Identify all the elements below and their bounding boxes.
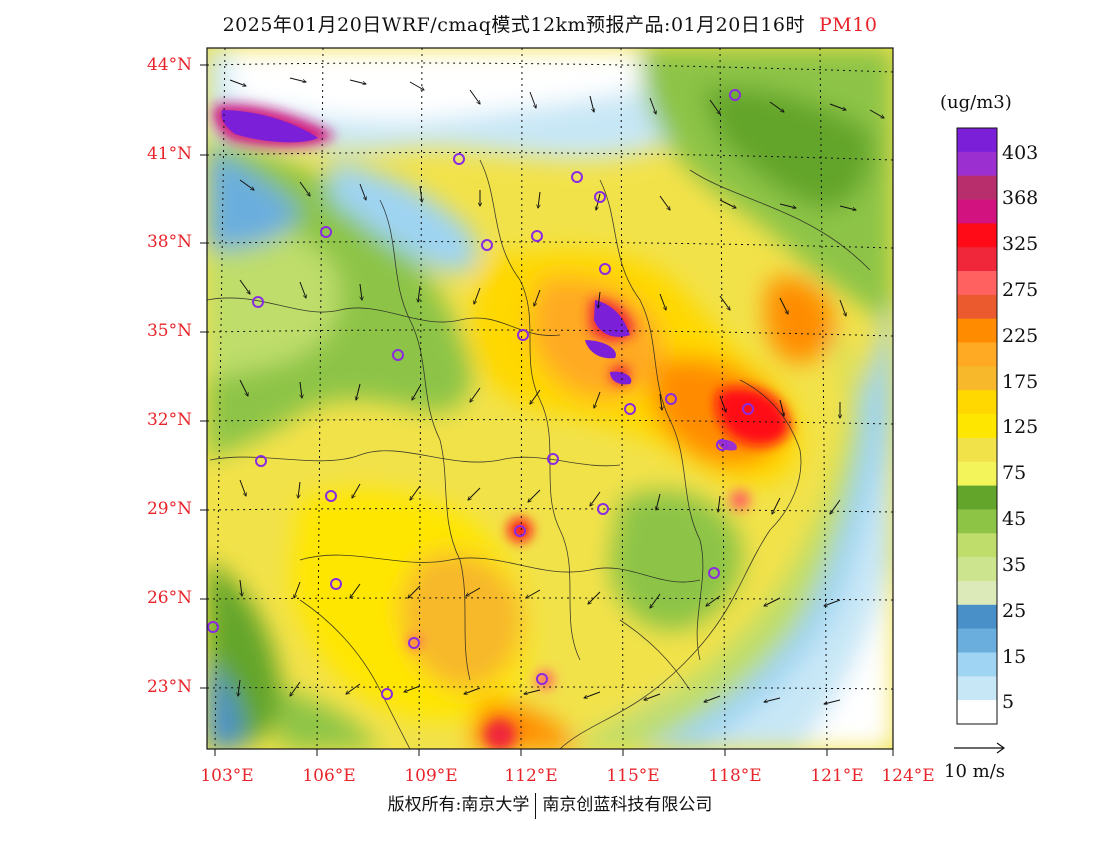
- lat-label: 41°N: [146, 144, 192, 164]
- legend-label: 15: [1002, 646, 1027, 668]
- legend-swatch: [957, 414, 997, 439]
- legend-label: 175: [1002, 371, 1039, 393]
- page-title: 2025年01月20日WRF/cmaq模式12km预报产品:01月20日16时 P…: [0, 10, 1100, 37]
- legend-label: 5: [1002, 691, 1015, 713]
- legend-swatch: [957, 247, 997, 272]
- lat-label: 38°N: [146, 232, 192, 252]
- lon-label: 112°E: [504, 766, 558, 786]
- legend-swatch: [957, 557, 997, 582]
- legend-swatch: [957, 175, 997, 200]
- lat-label: 35°N: [146, 321, 192, 341]
- lat-label: 23°N: [146, 677, 192, 697]
- legend-swatch: [957, 461, 997, 486]
- legend-swatch: [957, 604, 997, 629]
- lon-label: 106°E: [302, 766, 356, 786]
- pollutant-label: PM10: [819, 14, 878, 36]
- lon-label: 115°E: [606, 766, 660, 786]
- legend-swatch: [957, 199, 997, 224]
- concentration-field: [207, 48, 893, 749]
- lon-label: 109°E: [404, 766, 458, 786]
- legend-label: 35: [1002, 554, 1027, 576]
- lat-label: 26°N: [146, 588, 192, 608]
- lon-label: 118°E: [708, 766, 762, 786]
- legend-border: [956, 127, 998, 725]
- legend-swatch: [957, 676, 997, 701]
- footer-divider: [535, 792, 537, 819]
- legend-swatch: [957, 366, 997, 391]
- legend-swatch: [957, 580, 997, 606]
- copyright-footer: 版权所有:南京大学 南京创蓝科技有限公司: [0, 790, 1100, 819]
- legend-swatch: [957, 294, 997, 320]
- legend-label: 403: [1002, 142, 1039, 164]
- legend-swatch: [957, 533, 997, 558]
- lat-label: 29°N: [146, 499, 192, 519]
- lat-label: 44°N: [146, 55, 192, 75]
- legend-swatch: [957, 271, 997, 296]
- lon-label: 121°E: [810, 766, 864, 786]
- map-frame: [206, 47, 894, 750]
- legend-unit: (ug/m3): [940, 92, 1012, 113]
- lon-label: 124°E: [881, 766, 935, 786]
- legend-label: 275: [1002, 279, 1039, 301]
- legend-label: 25: [1002, 600, 1027, 622]
- title-main: 2025年01月20日WRF/cmaq模式12km预报产品:01月20日16时: [222, 14, 805, 36]
- legend-swatch: [957, 128, 997, 153]
- lon-label: 103°E: [200, 766, 254, 786]
- color-legend: [956, 127, 998, 725]
- legend-swatch: [957, 485, 997, 510]
- city-markers: [207, 89, 754, 700]
- lat-label: 32°N: [146, 410, 192, 430]
- legend-swatch: [957, 700, 997, 725]
- legend-swatch: [957, 628, 997, 653]
- legend-swatch: [957, 318, 997, 343]
- wind-reference-label: 10 m/s: [944, 761, 1005, 782]
- legend-swatch: [957, 223, 997, 248]
- legend-swatch: [957, 652, 997, 677]
- legend-swatch: [957, 509, 997, 534]
- legend-label: 75: [1002, 462, 1027, 484]
- legend-label: 225: [1002, 325, 1039, 347]
- copyright-text: 版权所有:南京大学: [387, 795, 530, 815]
- wind-vectors: [229, 77, 884, 704]
- wind-reference-arrow: [954, 742, 1006, 754]
- legend-swatch: [957, 390, 997, 415]
- legend-swatch: [957, 437, 997, 463]
- legend-swatch: [957, 342, 997, 367]
- legend-swatch: [957, 151, 997, 176]
- legend-label: 45: [1002, 508, 1027, 530]
- company-name: 南京创蓝科技有限公司: [542, 795, 713, 815]
- legend-label: 125: [1002, 416, 1039, 438]
- legend-label: 325: [1002, 233, 1039, 255]
- legend-label: 368: [1002, 187, 1039, 209]
